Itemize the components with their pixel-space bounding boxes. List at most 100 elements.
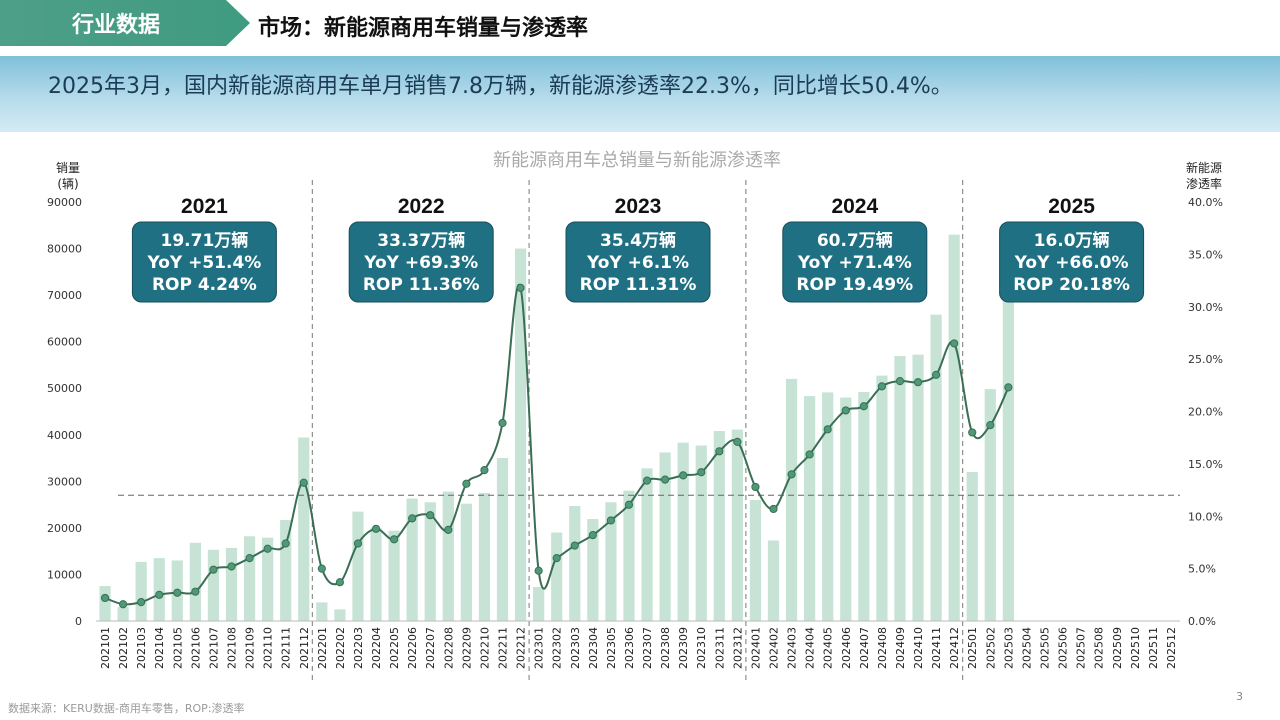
penetration-point-202309 xyxy=(679,471,688,480)
annotation-box-2023 xyxy=(565,221,711,303)
sales-bar-202112 xyxy=(298,437,310,621)
sales-bar-202203 xyxy=(352,511,364,621)
left-tick-label: 60000 xyxy=(47,336,82,349)
sales-bar-202502 xyxy=(984,389,996,621)
penetration-point-202103 xyxy=(137,598,146,607)
left-tick-label: 80000 xyxy=(47,243,82,256)
sales-bar-202308 xyxy=(659,452,671,621)
sales-bar-202406 xyxy=(840,397,852,621)
sales-bar-202503 xyxy=(1002,257,1014,621)
sales-bar-202304 xyxy=(587,519,599,621)
x-tick-label: 202511 xyxy=(1147,627,1160,669)
annotation-text: YoY +71.4% xyxy=(797,253,912,273)
page-title: 市场：新能源商用车销量与渗透率 xyxy=(258,16,589,41)
penetration-point-202411 xyxy=(932,370,941,379)
right-tick-label: 15.0% xyxy=(1188,458,1223,471)
x-tick-label: 202207 xyxy=(424,627,437,669)
x-tick-label: 202202 xyxy=(334,627,347,669)
penetration-point-202310 xyxy=(697,468,706,477)
penetration-point-202212 xyxy=(516,283,525,292)
penetration-point-202207 xyxy=(426,511,435,520)
penetration-point-202203 xyxy=(353,539,363,548)
x-tick-label: 202306 xyxy=(623,627,636,669)
x-tick-label: 202211 xyxy=(497,627,510,669)
penetration-point-202404 xyxy=(805,450,814,459)
data-source-note: 数据来源：KERU数据-商用车零售，ROP:渗透率 xyxy=(8,702,245,715)
sales-bar-202501 xyxy=(966,472,978,621)
x-tick-label: 202508 xyxy=(1093,627,1106,669)
left-tick-label: 20000 xyxy=(47,522,82,535)
right-tick-label: 25.0% xyxy=(1188,353,1223,366)
x-tick-label: 202108 xyxy=(226,627,239,669)
penetration-point-202501 xyxy=(968,428,977,437)
year-label-2021: 2021 xyxy=(181,195,228,218)
sales-bar-202106 xyxy=(189,542,201,621)
right-tick-label: 0.0% xyxy=(1188,615,1216,628)
sales-bar-202111 xyxy=(280,519,292,621)
penetration-point-202312 xyxy=(733,437,742,446)
sales-bar-202101 xyxy=(99,586,111,621)
penetration-point-202301 xyxy=(534,566,543,575)
x-tick-label: 202308 xyxy=(659,627,672,669)
x-tick-label: 202406 xyxy=(840,627,853,669)
x-tick-label: 202201 xyxy=(316,627,329,669)
right-tick-label: 20.0% xyxy=(1188,406,1223,419)
x-tick-label: 202407 xyxy=(858,627,871,669)
penetration-point-202206 xyxy=(408,514,417,523)
sales-bar-202110 xyxy=(262,537,274,621)
x-tick-label: 202303 xyxy=(569,627,582,669)
right-tick-label: 10.0% xyxy=(1188,510,1223,523)
penetration-point-202406 xyxy=(841,406,850,415)
penetration-point-202403 xyxy=(787,470,796,479)
sales-bar-202403 xyxy=(785,378,798,621)
sales-bar-202108 xyxy=(225,547,238,621)
x-tick-label: 202107 xyxy=(207,627,220,669)
annotation-text: YoY +66.0% xyxy=(1014,253,1129,273)
annotation-text: YoY +6.1% xyxy=(586,253,689,273)
annotation-text: 16.0万辆 xyxy=(1034,230,1110,251)
annotation-text: 60.7万辆 xyxy=(817,230,893,251)
penetration-point-202102 xyxy=(119,600,128,609)
penetration-point-202308 xyxy=(661,475,670,484)
annotation-text: ROP 20.18% xyxy=(1013,275,1130,295)
sales-bar-202205 xyxy=(388,530,400,621)
x-tick-label: 202103 xyxy=(135,627,148,669)
penetration-point-202208 xyxy=(444,525,453,534)
penetration-point-202211 xyxy=(498,418,507,428)
sales-bar-202109 xyxy=(243,536,256,621)
sales-bar-202412 xyxy=(948,234,960,621)
x-tick-label: 202305 xyxy=(605,627,618,669)
x-tick-label: 202109 xyxy=(244,627,257,669)
x-tick-label: 202206 xyxy=(406,627,419,669)
x-tick-label: 202106 xyxy=(189,627,202,669)
x-tick-label: 202402 xyxy=(768,627,781,669)
penetration-point-202307 xyxy=(642,476,652,485)
sales-bar-202201 xyxy=(316,602,328,621)
x-tick-label: 202404 xyxy=(804,627,817,669)
x-tick-label: 202209 xyxy=(460,627,473,669)
penetration-point-202306 xyxy=(624,500,634,509)
sales-bar-202402 xyxy=(767,540,780,621)
penetration-line xyxy=(104,283,1010,606)
annotation-text: YoY +51.4% xyxy=(146,253,261,273)
left-tick-label: 40000 xyxy=(47,429,82,442)
penetration-point-202202 xyxy=(335,578,344,587)
left-tick-label: 50000 xyxy=(47,382,82,395)
right-axis-title: 渗透率 xyxy=(1186,176,1222,191)
sales-bar-202309 xyxy=(677,442,689,621)
penetration-point-202107 xyxy=(209,565,218,574)
x-tick-label: 202205 xyxy=(388,627,401,669)
sales-bar-202208 xyxy=(442,491,454,621)
left-tick-label: 70000 xyxy=(47,289,82,302)
left-tick-label: 0 xyxy=(75,615,82,628)
x-tick-label: 202104 xyxy=(153,627,166,669)
sales-bar-202211 xyxy=(496,458,509,621)
x-tick-label: 202302 xyxy=(551,627,564,669)
x-tick-label: 202410 xyxy=(912,627,925,669)
x-tick-label: 202512 xyxy=(1165,627,1178,669)
sales-bar-202207 xyxy=(424,502,436,621)
penetration-point-202412 xyxy=(950,339,959,348)
x-tick-label: 202301 xyxy=(533,627,546,669)
x-tick-label: 202409 xyxy=(894,627,907,669)
